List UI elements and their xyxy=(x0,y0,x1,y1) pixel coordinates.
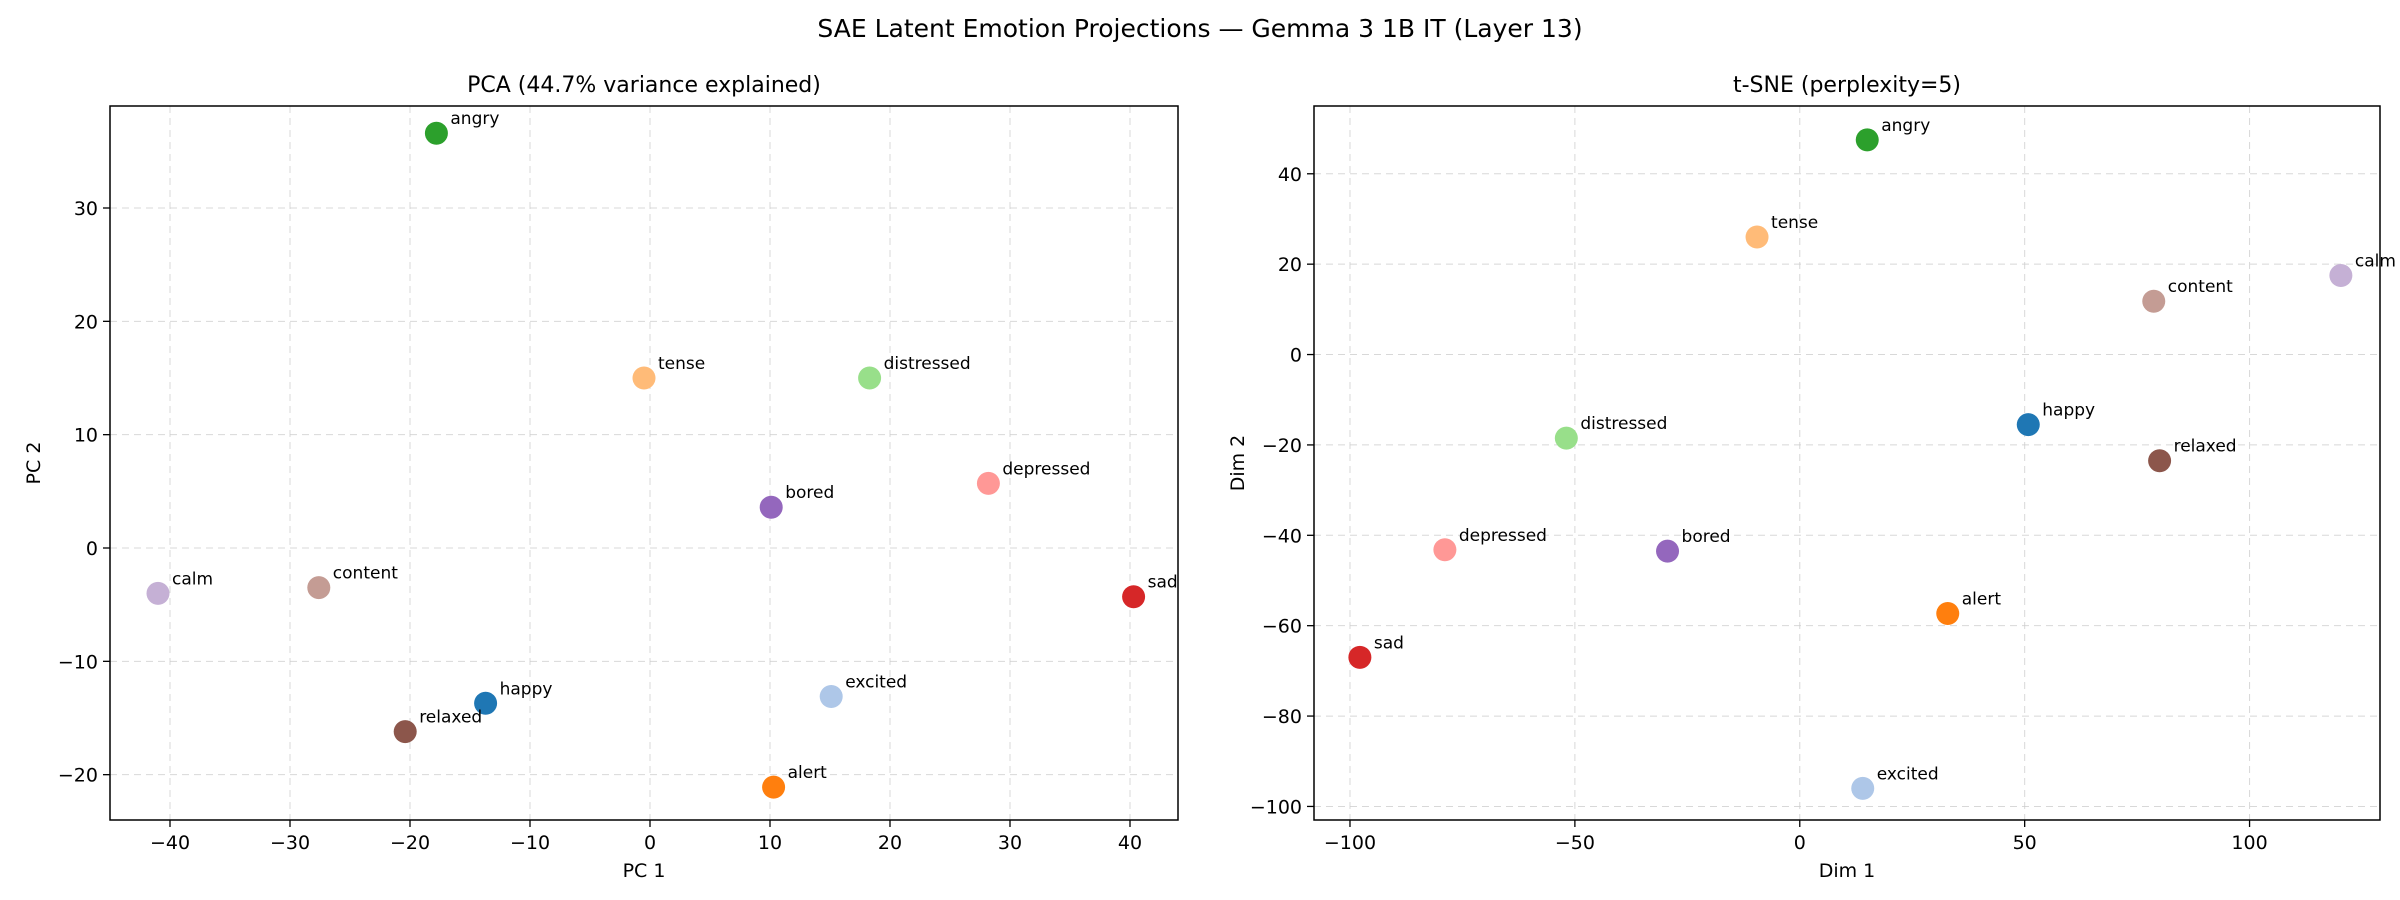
pca-y-tick-label: −20 xyxy=(58,765,98,787)
tsne-point-label-sad: sad xyxy=(1374,633,1404,653)
pca-point-sad xyxy=(1122,585,1146,609)
pca-y-tick-label: 10 xyxy=(74,425,98,447)
pca-x-tick-label: −40 xyxy=(150,832,190,854)
tsne-y-tick-label: 20 xyxy=(1278,254,1302,276)
pca-ticks: −40 −30 −20 −10 0 10 20 30 40 −20 −10 0 10 20 30 xyxy=(58,198,1142,854)
tsne-point-alert xyxy=(1936,601,1960,625)
pca-x-tick-label: 20 xyxy=(878,832,902,854)
tsne-point-calm xyxy=(2329,263,2353,287)
tsne-x-tick-label: −50 xyxy=(1555,832,1595,854)
figure-title: SAE Latent Emotion Projections — Gemma 3… xyxy=(817,14,1582,43)
pca-x-tick-label: 40 xyxy=(1118,832,1142,854)
pca-point-excited xyxy=(819,684,843,708)
tsne-title: t-SNE (perplexity=5) xyxy=(1733,73,1961,98)
pca-x-tick-label: 0 xyxy=(644,832,656,854)
tsne-point-label-tense: tense xyxy=(1771,213,1818,233)
tsne-x-axis-label: Dim 1 xyxy=(1819,860,1876,882)
tsne-y-tick-label: 0 xyxy=(1290,345,1302,367)
tsne-points: angry tense calm content happy distressed rela… xyxy=(1348,116,2396,800)
tsne-y-tick-label: −40 xyxy=(1262,525,1302,547)
pca-point-label-distressed: distressed xyxy=(884,354,971,374)
pca-x-axis-label: PC 1 xyxy=(623,860,666,882)
pca-points: angry tense distressed depressed bored calm co… xyxy=(146,109,1178,799)
tsne-plot-frame xyxy=(1313,105,2381,821)
tsne-point-label-angry: angry xyxy=(1881,116,1930,136)
pca-point-label-excited: excited xyxy=(845,672,907,692)
pca-point-content xyxy=(307,576,331,600)
pca-y-axis-label: PC 2 xyxy=(23,442,45,485)
pca-point-depressed xyxy=(976,471,1000,495)
pca-panel: PCA (44.7% variance explained) PC 1 PC 2… xyxy=(23,73,1179,882)
pca-point-bored xyxy=(759,495,783,519)
tsne-y-tick-label: −60 xyxy=(1262,616,1302,638)
tsne-point-depressed xyxy=(1433,538,1457,562)
tsne-y-axis-label: Dim 2 xyxy=(1227,435,1249,492)
pca-x-tick-label: −30 xyxy=(270,832,310,854)
pca-point-label-happy: happy xyxy=(500,679,553,699)
tsne-point-label-excited: excited xyxy=(1877,764,1939,784)
pca-point-label-relaxed: relaxed xyxy=(419,708,482,728)
pca-point-label-content: content xyxy=(333,564,398,584)
pca-point-happy xyxy=(474,691,498,715)
pca-point-label-calm: calm xyxy=(172,569,213,589)
tsne-y-tick-label: −80 xyxy=(1262,706,1302,728)
pca-point-label-tense: tense xyxy=(658,354,705,374)
tsne-point-content xyxy=(2142,289,2166,313)
pca-grid xyxy=(110,106,1178,820)
pca-y-tick-label: 30 xyxy=(74,198,98,220)
pca-plot-frame xyxy=(109,105,1179,821)
pca-point-label-angry: angry xyxy=(450,109,499,129)
pca-x-tick-label: −20 xyxy=(390,832,430,854)
tsne-x-tick-label: 100 xyxy=(2231,832,2267,854)
tsne-y-tick-label: −20 xyxy=(1262,435,1302,457)
tsne-x-tick-label: 50 xyxy=(2013,832,2037,854)
pca-point-distressed xyxy=(858,366,882,390)
pca-y-tick-label: 0 xyxy=(86,538,98,560)
tsne-point-excited xyxy=(1851,776,1875,800)
pca-x-tick-label: 30 xyxy=(998,832,1022,854)
tsne-y-tick-label: 40 xyxy=(1278,164,1302,186)
pca-point-angry xyxy=(424,121,448,145)
pca-point-relaxed xyxy=(393,720,417,744)
tsne-ticks: −100 −50 0 50 100 −100 −80 −60 −40 −20 0 20 40 xyxy=(1250,164,2268,854)
pca-point-tense xyxy=(632,366,656,390)
tsne-point-label-distressed: distressed xyxy=(1580,414,1667,434)
pca-point-label-bored: bored xyxy=(785,483,834,503)
tsne-point-tense xyxy=(1745,225,1769,249)
tsne-point-label-bored: bored xyxy=(1682,527,1731,547)
tsne-point-label-alert: alert xyxy=(1962,589,2002,609)
pca-point-label-depressed: depressed xyxy=(1002,459,1090,479)
tsne-point-label-happy: happy xyxy=(2042,401,2095,421)
pca-x-tick-label: 10 xyxy=(758,832,782,854)
pca-point-label-sad: sad xyxy=(1148,573,1178,593)
tsne-point-label-content: content xyxy=(2168,277,2233,297)
tsne-grid xyxy=(1314,106,2380,820)
tsne-point-distressed xyxy=(1554,426,1578,450)
tsne-panel: t-SNE (perplexity=5) Dim 1 Dim 2 −100 −50… xyxy=(1227,73,2396,882)
pca-x-tick-label: −10 xyxy=(510,832,550,854)
pca-point-alert xyxy=(762,775,786,799)
pca-title: PCA (44.7% variance explained) xyxy=(467,73,821,98)
tsne-point-angry xyxy=(1855,128,1879,152)
tsne-x-tick-label: 0 xyxy=(1794,832,1806,854)
pca-point-calm xyxy=(146,581,170,605)
tsne-point-sad xyxy=(1348,645,1372,669)
tsne-point-happy xyxy=(2016,413,2040,437)
pca-y-tick-label: 20 xyxy=(74,311,98,333)
tsne-x-tick-label: −100 xyxy=(1324,832,1376,854)
tsne-point-bored xyxy=(1656,539,1680,563)
tsne-point-label-calm: calm xyxy=(2355,251,2396,271)
pca-point-label-alert: alert xyxy=(788,763,828,783)
tsne-point-label-relaxed: relaxed xyxy=(2174,437,2237,457)
tsne-point-label-depressed: depressed xyxy=(1459,526,1547,546)
tsne-y-tick-label: −100 xyxy=(1250,796,1302,818)
pca-y-tick-label: −10 xyxy=(58,651,98,673)
tsne-point-relaxed xyxy=(2148,449,2172,473)
